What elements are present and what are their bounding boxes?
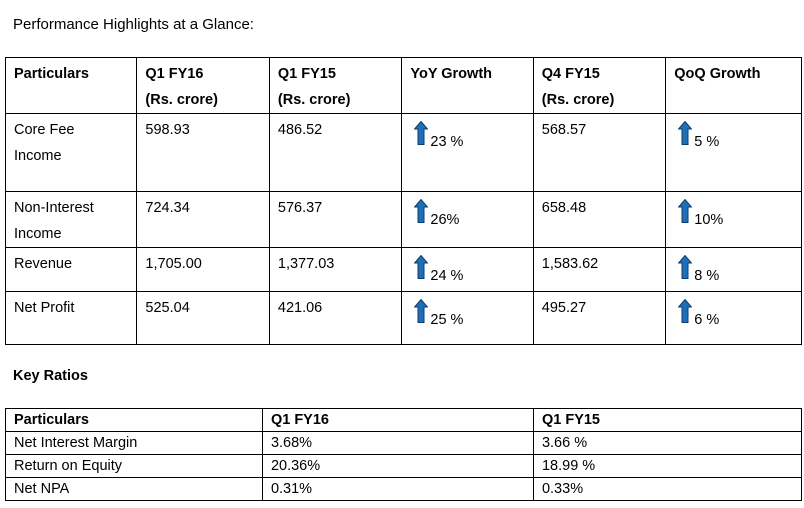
header-label: Q4 FY15 (541, 66, 600, 82)
particular-line: Income (14, 148, 62, 164)
header-label: Particulars (14, 66, 89, 82)
cell-q1fy16: 724.34 (136, 191, 270, 248)
cell-q4fy15: 658.48 (532, 191, 667, 248)
cell-particular: Net Interest Margin (5, 431, 263, 455)
qoq-value: 10% (694, 212, 724, 228)
cell-q1fy15: 421.06 (268, 291, 403, 345)
up-arrow-icon (413, 298, 429, 323)
key-ratios-table: Particulars Q1 FY16 Q1 FY15 Net Interest… (5, 408, 803, 501)
cell-particular: Return on Equity (5, 454, 263, 478)
table-row: Revenue 1,705.00 1,377.03 24 % 1,583.62 … (4, 247, 802, 292)
particular-line: Revenue (14, 256, 73, 272)
header-unit: (Rs. crore) (145, 92, 218, 108)
yoy-value: 26% (430, 212, 460, 228)
cell-q4fy15: 1,583.62 (532, 247, 667, 292)
table-row: Return on Equity 20.36% 18.99 % (5, 454, 803, 478)
cell-qoq: 5 % (665, 113, 802, 192)
cell-qoq: 10% (665, 191, 802, 248)
cell-q1fy15: 18.99 % (532, 454, 803, 478)
header-unit: (Rs. crore) (541, 92, 615, 108)
table-row: Core Fee Income 598.93 486.52 23 % 568.57… (4, 113, 802, 192)
table-row: Net Interest Margin 3.68% 3.66 % (5, 431, 803, 455)
header-label: YoY Growth (410, 66, 493, 82)
cell-particular: Core Fee Income (4, 113, 138, 192)
cell-yoy: 26% (401, 191, 534, 248)
qoq-value: 6 % (694, 312, 720, 328)
table-row: Net Profit 525.04 421.06 25 % 495.27 6 % (4, 291, 802, 345)
cell-particular: Non-Interest Income (4, 191, 138, 248)
cell-qoq: 6 % (665, 291, 802, 345)
header-q1fy15: Q1 FY15 (532, 408, 803, 432)
cell-q1fy16: 525.04 (136, 291, 270, 345)
cell-qoq: 8 % (665, 247, 802, 292)
cell-q1fy15: 486.52 (268, 113, 403, 192)
header-label: QoQ Growth (674, 66, 761, 82)
header-label: Q1 FY16 (145, 66, 204, 82)
header-unit: (Rs. crore) (277, 92, 351, 108)
header-label: Q1 FY15 (277, 66, 336, 82)
header-particulars: Particulars (4, 57, 138, 114)
qoq-value: 8 % (694, 268, 720, 284)
cell-q1fy15: 576.37 (268, 191, 403, 248)
cell-yoy: 24 % (401, 247, 534, 292)
up-arrow-icon (677, 298, 693, 323)
qoq-value: 5 % (694, 134, 720, 150)
up-arrow-icon (677, 198, 693, 223)
cell-particular: Revenue (4, 247, 138, 292)
table-header-row: Particulars Q1 FY16 (Rs. crore) Q1 FY15 (R… (4, 57, 802, 114)
cell-q1fy15: 3.66 % (532, 431, 803, 455)
header-q1fy15: Q1 FY15 (Rs. crore) (268, 57, 403, 114)
cell-particular: Net Profit (4, 291, 138, 345)
cell-q1fy16: 1,705.00 (136, 247, 270, 292)
table-header-row: Particulars Q1 FY16 Q1 FY15 (5, 408, 803, 432)
cell-q4fy15: 495.27 (532, 291, 667, 345)
particular-line: Net Profit (14, 300, 75, 316)
header-qoq-growth: QoQ Growth (665, 57, 802, 114)
key-ratios-title: Key Ratios (13, 368, 88, 384)
up-arrow-icon (413, 254, 429, 279)
cell-yoy: 23 % (401, 113, 534, 192)
particular-line: Income (14, 226, 62, 242)
header-yoy-growth: YoY Growth (401, 57, 534, 114)
cell-q4fy15: 568.57 (532, 113, 667, 192)
cell-q1fy16: 598.93 (136, 113, 270, 192)
particular-line: Non-Interest (14, 200, 94, 216)
cell-q1fy16: 0.31% (261, 477, 534, 501)
yoy-value: 25 % (430, 312, 464, 328)
yoy-value: 23 % (430, 134, 464, 150)
header-q4fy15: Q4 FY15 (Rs. crore) (532, 57, 667, 114)
yoy-value: 24 % (430, 268, 464, 284)
header-particulars: Particulars (5, 408, 263, 432)
table-row: Non-Interest Income 724.34 576.37 26% 658… (4, 191, 802, 248)
cell-yoy: 25 % (401, 291, 534, 345)
page-heading: Performance Highlights at a Glance: (13, 16, 254, 33)
cell-particular: Net NPA (5, 477, 263, 501)
header-q1fy16: Q1 FY16 (261, 408, 534, 432)
up-arrow-icon (677, 254, 693, 279)
cell-q1fy15: 1,377.03 (268, 247, 403, 292)
cell-q1fy15: 0.33% (532, 477, 803, 501)
up-arrow-icon (413, 120, 429, 145)
up-arrow-icon (413, 198, 429, 223)
cell-q1fy16: 3.68% (261, 431, 534, 455)
performance-highlights-table: Particulars Q1 FY16 (Rs. crore) Q1 FY15 (R… (4, 57, 802, 345)
cell-q1fy16: 20.36% (261, 454, 534, 478)
particular-line: Core Fee (14, 122, 75, 138)
up-arrow-icon (677, 120, 693, 145)
header-q1fy16: Q1 FY16 (Rs. crore) (136, 57, 270, 114)
table-row: Net NPA 0.31% 0.33% (5, 477, 803, 501)
